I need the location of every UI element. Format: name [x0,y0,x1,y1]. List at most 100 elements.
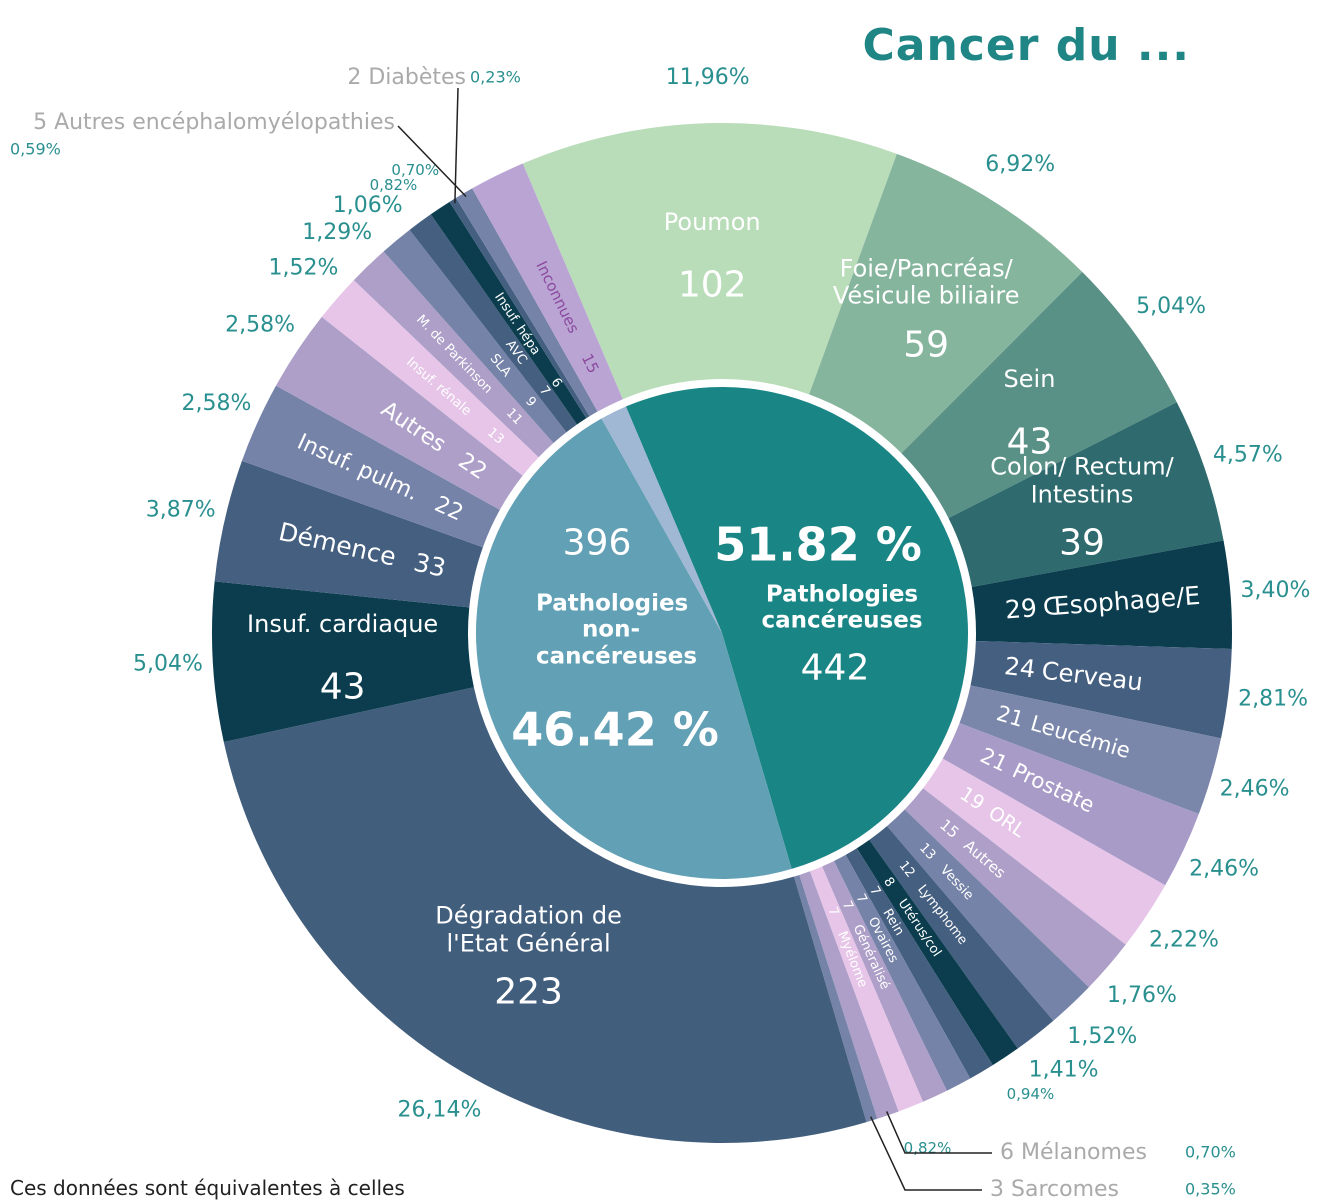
segment [223,687,867,1143]
label-value: 6 [1000,1140,1014,1165]
share-label: 2,46% [1220,776,1290,801]
label-name: Autres encéphalomyélopathies [54,110,395,135]
outer-label: 5 Autres encéphalomyélopathies [33,110,395,135]
share-label: 3,40% [1240,578,1310,603]
segment-name: Colon/ Rectum/ Intestins [990,452,1174,509]
segment [822,860,947,1102]
share-label: 0,23% [470,68,521,87]
share-label: 3,87% [146,497,216,522]
rings [212,123,1232,1143]
share-label: 2,22% [1149,928,1219,953]
ring-separator [468,379,976,887]
leader-line [870,1116,982,1191]
segment-name: Insuf. cardiaque [247,609,439,638]
segment [887,809,1089,1021]
share-label: 0,82% [904,1139,952,1157]
group-name: Pathologies non-cancéreuses [536,590,698,670]
share-label: 2,46% [1189,856,1259,881]
label-name: Diabètes [368,65,466,90]
share-label: 1,52% [268,256,338,281]
segment-value: 59 [903,323,950,365]
segment-value: 29 [1004,593,1038,624]
footnote: Ces données sont équivalentes à celles [10,1176,405,1200]
segment [959,685,1221,814]
segment [834,854,971,1091]
label-value: 5 [33,110,47,135]
leader-line [885,1111,992,1154]
segment [869,826,1054,1049]
outer-label: 3 Sarcomes [990,1177,1119,1201]
segment [409,214,577,433]
share-label: 0,82% [370,176,418,194]
label-value: 3 [990,1177,1004,1201]
segment [793,874,878,1123]
share-label: 26,14% [398,1098,482,1123]
segment-name: Sein [1003,364,1056,393]
segment [923,758,1166,945]
share-label: 1,76% [1107,983,1177,1008]
share-label: 4,57% [1213,442,1283,467]
label-value: 2 [347,65,361,90]
share-label: 1,52% [1067,1024,1137,1049]
segment [214,460,483,608]
segment [241,385,500,548]
leader-line [397,125,467,198]
segment [809,153,1083,454]
group-value: 442 [800,647,870,689]
inner-segment [601,406,722,633]
share-label: 1,06% [333,193,403,218]
group-name: Pathologies cancéreuses [761,581,923,634]
segment-value: 102 [677,264,747,306]
segment [449,197,590,419]
segment-value: 43 [319,665,366,707]
segment [522,123,897,400]
share-label: 2,58% [182,391,252,416]
segment-value: 223 [494,971,563,1013]
segment [321,280,539,476]
segment [942,723,1199,886]
segment [383,229,567,443]
share-label: 0,70% [1185,1143,1236,1162]
share-label: 11,96% [666,65,750,90]
segment [799,871,899,1119]
label-name: Mélanomes [1021,1140,1147,1165]
segment [430,201,587,425]
leader-line [454,87,459,204]
segment-name: Foie/Pancréas/ Vésicule biliaire [832,253,1020,310]
share-label: 0,35% [1185,1180,1236,1199]
segment-value: 43 [1006,421,1053,463]
outer-label: 2 Diabètes [347,65,466,90]
segment [971,540,1232,649]
segment-name: Dégradation de l'Etat Général [435,901,622,958]
label-name: Sarcomes [1011,1177,1119,1201]
segment [276,316,523,510]
segment [856,839,1018,1066]
inner-segment [625,386,968,869]
group-value: 396 [562,522,632,564]
segment [948,402,1224,587]
share-label: 0,70% [391,161,439,179]
segment [845,848,993,1079]
share-label: 0,59% [10,140,61,159]
segment [904,788,1126,988]
inner-segment [475,418,792,879]
share-label: 2,58% [225,312,295,337]
segment-value: 33 [411,548,448,583]
segment [970,640,1232,739]
share-label: 0,94% [1007,1085,1055,1103]
segment [901,272,1177,519]
share-label: 5,04% [133,652,203,677]
segment-value: 24 [1003,651,1037,683]
share-label: 2,81% [1238,686,1308,711]
share-label: 5,04% [1136,294,1206,319]
title: Cancer du ... [862,20,1190,71]
share-label: 1,29% [302,220,372,245]
segment [353,251,554,458]
segment [472,163,623,412]
segment [809,866,924,1112]
segment [212,581,474,743]
outer-label: 6 Mélanomes [1000,1140,1147,1165]
share-label: 1,41% [1029,1057,1099,1082]
